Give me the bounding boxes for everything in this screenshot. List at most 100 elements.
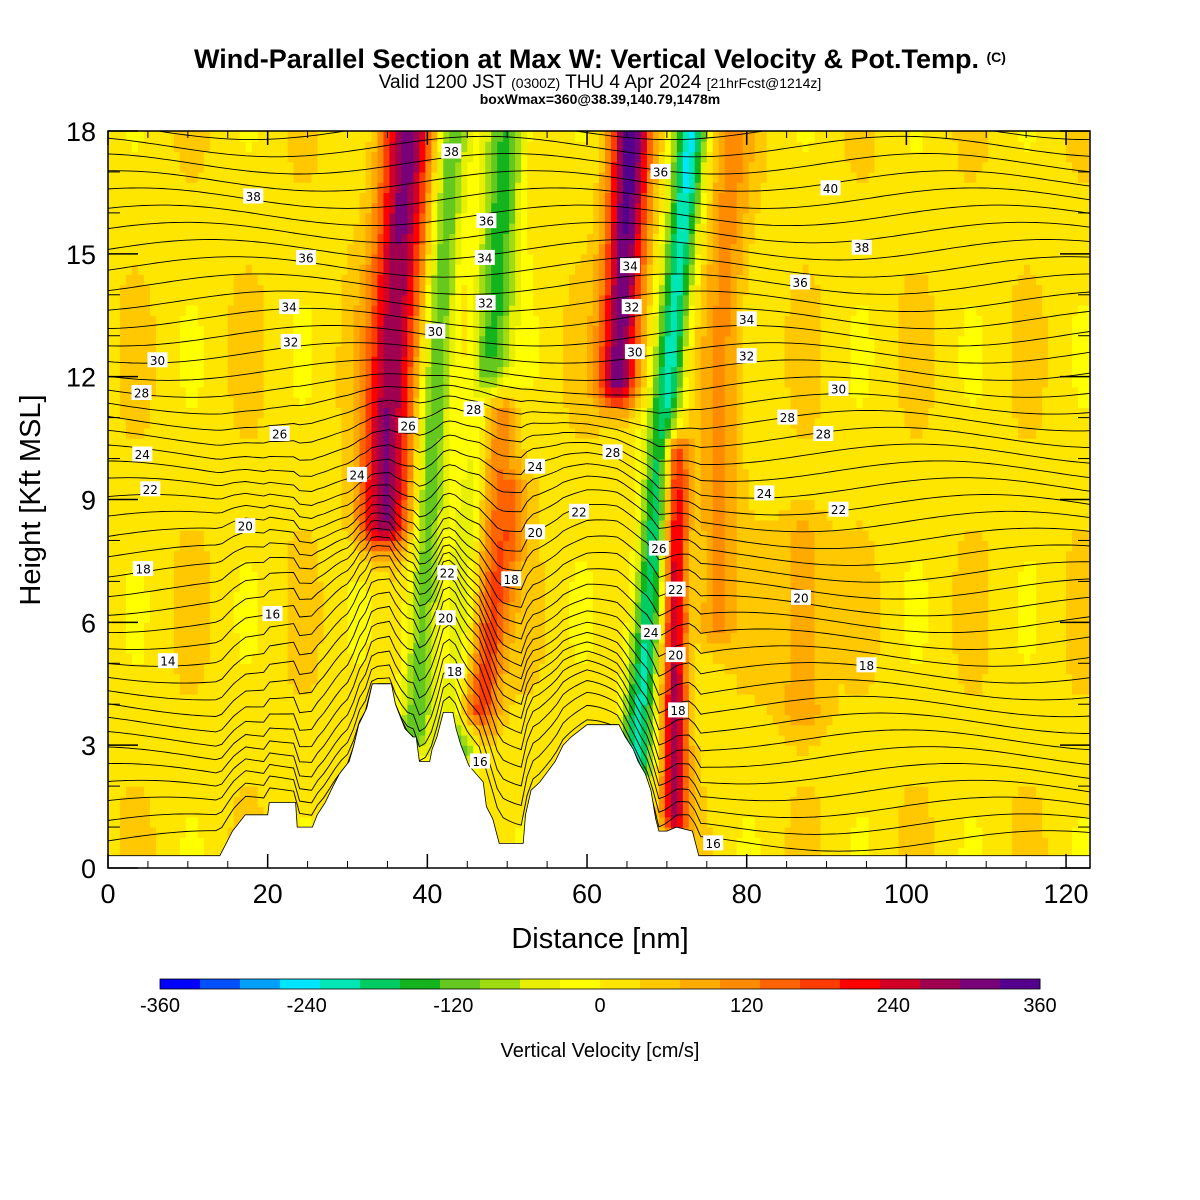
w-field-cell [371, 274, 379, 286]
w-field-cell [263, 673, 271, 685]
w-field-cell [437, 161, 444, 173]
w-field-cell [119, 581, 127, 593]
w-field-cell [179, 397, 187, 408]
w-field-cell [473, 386, 480, 398]
w-field-cell [233, 550, 241, 562]
w-field-cell [197, 161, 205, 173]
w-field-cell [197, 632, 205, 644]
w-field-cell [437, 212, 444, 224]
w-field-cell [317, 243, 325, 255]
w-field-cell [503, 366, 510, 378]
w-field-cell [449, 601, 456, 613]
w-field-cell [209, 796, 217, 808]
w-field-cell [503, 479, 510, 490]
w-field-cell [197, 356, 205, 368]
w-field-cell [347, 417, 355, 429]
w-field-cell [185, 765, 193, 777]
w-field-cell [335, 550, 343, 562]
w-field-cell [509, 192, 516, 204]
w-field-cell [251, 745, 259, 757]
w-field-cell [269, 345, 277, 357]
w-field-cell [293, 356, 301, 368]
w-field-cell [119, 223, 127, 234]
w-field-cell [365, 386, 373, 398]
w-field-cell [113, 499, 121, 511]
w-field-cell [341, 325, 349, 337]
w-field-cell [431, 335, 438, 347]
w-field-cell [323, 632, 331, 644]
w-field-cell [197, 305, 205, 316]
w-field-cell [515, 591, 522, 603]
w-field-cell [401, 560, 408, 572]
w-field-cell [131, 479, 139, 490]
w-field-cell [455, 243, 462, 255]
w-field-cell [221, 448, 229, 460]
w-field-cell [491, 192, 498, 204]
w-field-cell [437, 530, 444, 542]
w-field-cell [365, 325, 373, 337]
w-field-cell [509, 264, 516, 275]
w-field-cell [455, 479, 462, 490]
w-field-cell [491, 141, 498, 153]
w-field-cell [335, 335, 343, 347]
w-field-cell [287, 407, 295, 419]
w-field-cell [443, 171, 450, 183]
w-field-cell [173, 612, 181, 623]
w-field-cell [281, 550, 289, 562]
w-field-cell [185, 837, 193, 849]
w-field-cell [179, 673, 187, 685]
w-field-cell [173, 294, 181, 306]
w-field-cell [251, 284, 259, 296]
w-field-cell [299, 202, 307, 214]
w-field-cell [131, 693, 139, 705]
w-field-cell [491, 734, 498, 746]
w-field-cell [299, 755, 307, 767]
w-field-cell [245, 693, 253, 705]
w-field-cell [269, 468, 277, 480]
w-field-cell [305, 325, 313, 337]
chart-title: Wind-Parallel Section at Max W: Vertical… [194, 44, 1006, 74]
w-field-cell [305, 489, 313, 501]
w-field-cell [497, 171, 504, 183]
w-field-cell [245, 386, 253, 398]
w-field-cell [281, 315, 289, 327]
w-field-cell [341, 397, 349, 408]
w-field-cell [137, 192, 145, 204]
w-field-cell [215, 223, 223, 234]
w-field-cell [467, 141, 474, 153]
w-field-cell [323, 601, 331, 613]
w-field-cell [185, 345, 193, 357]
w-field-cell [173, 724, 181, 736]
w-field-cell [137, 601, 145, 613]
w-field-cell [395, 612, 402, 623]
w-field-cell [113, 816, 121, 828]
w-field-cell [377, 427, 385, 439]
w-field-cell [215, 294, 223, 306]
w-field-cell [125, 663, 133, 675]
w-field-cell [203, 448, 211, 460]
w-field-cell [347, 274, 355, 286]
w-field-cell [491, 683, 498, 695]
w-field-cell [461, 243, 468, 255]
w-field-cell [185, 264, 193, 275]
w-field-cell [221, 775, 229, 787]
w-field-cell [503, 397, 510, 408]
w-field-cell [215, 847, 223, 859]
w-field-cell [347, 704, 355, 716]
w-field-cell [353, 131, 361, 142]
w-field-cell [167, 714, 175, 726]
w-field-cell [203, 366, 211, 378]
w-field-cell [323, 693, 331, 705]
w-field-cell [347, 161, 355, 173]
w-field-cell [419, 571, 426, 582]
w-field-cell [245, 755, 253, 767]
w-field-cell [407, 305, 414, 316]
w-field-cell [347, 223, 355, 234]
w-field-cell [143, 397, 151, 408]
w-field-cell [155, 427, 163, 439]
w-field-cell [323, 407, 331, 419]
w-field-cell [467, 427, 474, 439]
w-field-cell [161, 468, 169, 480]
w-field-cell [137, 591, 145, 603]
w-field-cell [275, 581, 283, 593]
